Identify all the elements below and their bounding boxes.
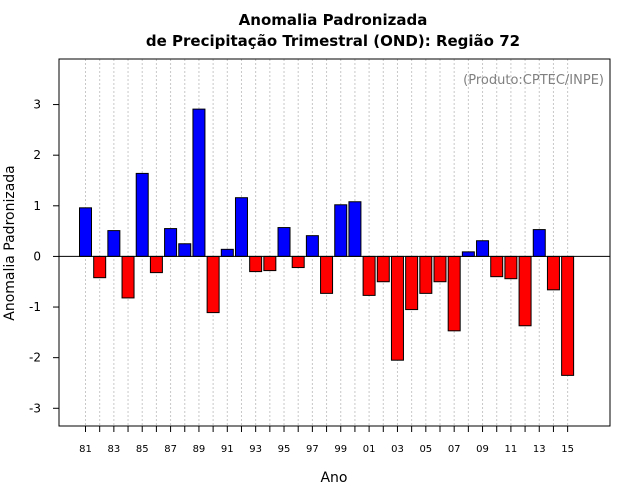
y-tick-label: -3	[29, 401, 41, 415]
bar-89	[192, 108, 206, 257]
x-tick-label: 95	[278, 444, 291, 455]
bar-87	[164, 228, 178, 257]
bar-12	[518, 255, 532, 327]
x-tick-label: 09	[476, 444, 489, 455]
bar-00	[348, 201, 362, 257]
bar-01	[362, 255, 376, 296]
bar-92	[234, 197, 248, 257]
x-tick-label: 93	[249, 444, 262, 455]
bar-14	[546, 255, 560, 291]
x-tick-label: 05	[419, 444, 432, 455]
x-tick-label: 03	[391, 444, 404, 455]
bar-83	[107, 230, 121, 257]
bar-91	[220, 248, 234, 257]
bar-93	[249, 255, 263, 273]
bar-84	[121, 255, 135, 299]
product-credit: (Produto:CPTEC/INPE)	[463, 73, 604, 88]
x-tick-label: 97	[306, 444, 319, 455]
bar-08	[461, 251, 475, 257]
bar-82	[93, 255, 107, 279]
x-tick-label: 91	[221, 444, 234, 455]
bar-88	[178, 243, 192, 257]
x-tick-label: 01	[363, 444, 376, 455]
bar-02	[376, 255, 390, 283]
y-tick-label: -2	[29, 351, 41, 365]
y-tick-label: 2	[33, 148, 41, 162]
bar-94	[263, 255, 277, 272]
bar-10	[490, 255, 504, 278]
y-tick-label: 1	[33, 199, 41, 213]
y-tick-label: -1	[29, 300, 41, 314]
chart-title-line-2: de Precipitação Trimestral (OND): Região…	[146, 32, 520, 50]
x-tick-label: 07	[448, 444, 461, 455]
x-axis-label: Ano	[320, 470, 347, 486]
x-tick-label: 83	[107, 444, 120, 455]
bar-09	[476, 240, 490, 257]
bar-98	[320, 255, 334, 294]
x-tick-label: 99	[334, 444, 347, 455]
bars	[79, 108, 575, 376]
y-tick-label: 0	[33, 249, 41, 263]
chart-title-line-1: Anomalia Padronizada	[239, 11, 428, 29]
x-tick-label: 15	[561, 444, 574, 455]
x-tick-label: 81	[79, 444, 92, 455]
x-tick-label: 89	[193, 444, 206, 455]
bar-96	[291, 255, 305, 269]
bar-06	[433, 255, 447, 283]
bar-11	[504, 255, 518, 280]
x-tick-label: 13	[533, 444, 546, 455]
plot-frame	[58, 58, 611, 427]
bar-90	[206, 255, 220, 314]
y-tick-label: 3	[33, 98, 41, 112]
y-axis-ticks: -3 -2 -1 0 1 2 3	[29, 98, 59, 415]
bar-97	[305, 235, 319, 257]
y-axis-label: Anomalia Padronizada	[2, 165, 18, 321]
bar-03	[390, 255, 404, 361]
x-tick-label: 11	[505, 444, 518, 455]
bar-86	[149, 255, 163, 274]
bar-04	[405, 255, 419, 311]
bar-85	[135, 172, 149, 257]
x-axis-ticks: 81 83 85 87 89 91 93 95 97 99 01 03 05 07 09 11 13 15	[79, 426, 574, 455]
vertical-gridlines	[85, 59, 569, 426]
bar-13	[532, 229, 546, 257]
bar-15	[561, 255, 575, 376]
bar-07	[447, 255, 461, 332]
bar-81	[79, 207, 92, 257]
x-tick-label: 85	[136, 444, 149, 455]
x-tick-label: 87	[164, 444, 177, 455]
bar-95	[277, 227, 291, 257]
bar-05	[419, 255, 433, 294]
bar-99	[334, 204, 348, 257]
